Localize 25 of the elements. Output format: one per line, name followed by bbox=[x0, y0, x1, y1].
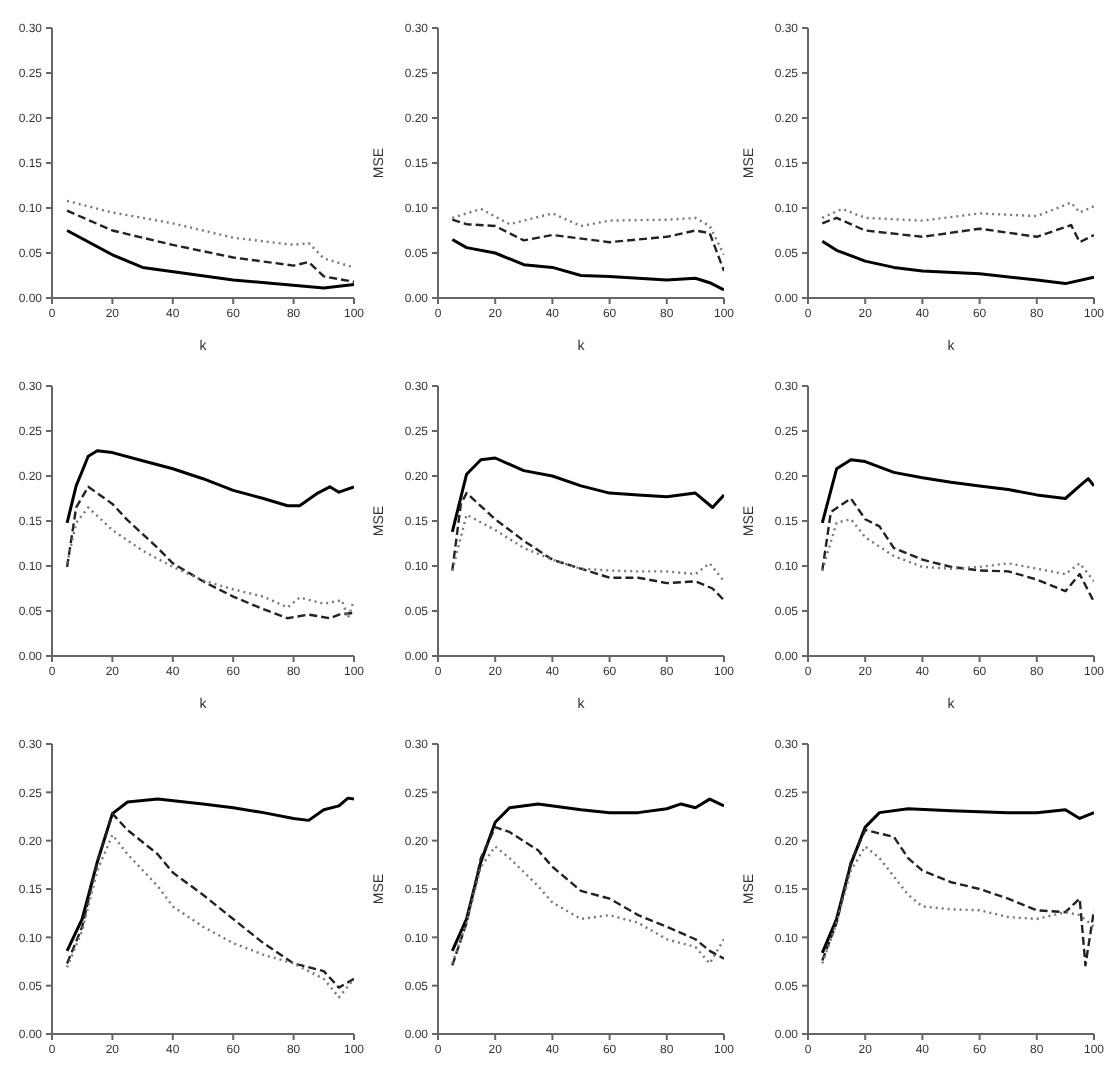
line-series bbox=[450, 238, 724, 292]
line-series bbox=[820, 807, 1094, 955]
line-series bbox=[451, 207, 724, 256]
line-series bbox=[65, 812, 354, 989]
line-series bbox=[451, 491, 724, 602]
line-series bbox=[451, 218, 724, 273]
line-series bbox=[451, 513, 724, 583]
line-series bbox=[450, 456, 724, 534]
line-series bbox=[65, 506, 354, 620]
line-series bbox=[820, 458, 1094, 525]
line-series bbox=[65, 796, 354, 953]
line-series bbox=[451, 845, 724, 965]
line-series bbox=[65, 229, 354, 290]
line-series bbox=[451, 825, 724, 967]
line-series bbox=[821, 201, 1094, 222]
line-series bbox=[821, 497, 1094, 604]
line-series bbox=[65, 485, 354, 620]
line-series bbox=[65, 199, 354, 269]
line-series bbox=[450, 797, 724, 953]
line-series bbox=[821, 216, 1094, 244]
line-series bbox=[65, 209, 354, 283]
line-series bbox=[65, 833, 354, 999]
line-series bbox=[65, 449, 354, 525]
line-series bbox=[820, 239, 1094, 286]
line-series bbox=[821, 518, 1094, 583]
